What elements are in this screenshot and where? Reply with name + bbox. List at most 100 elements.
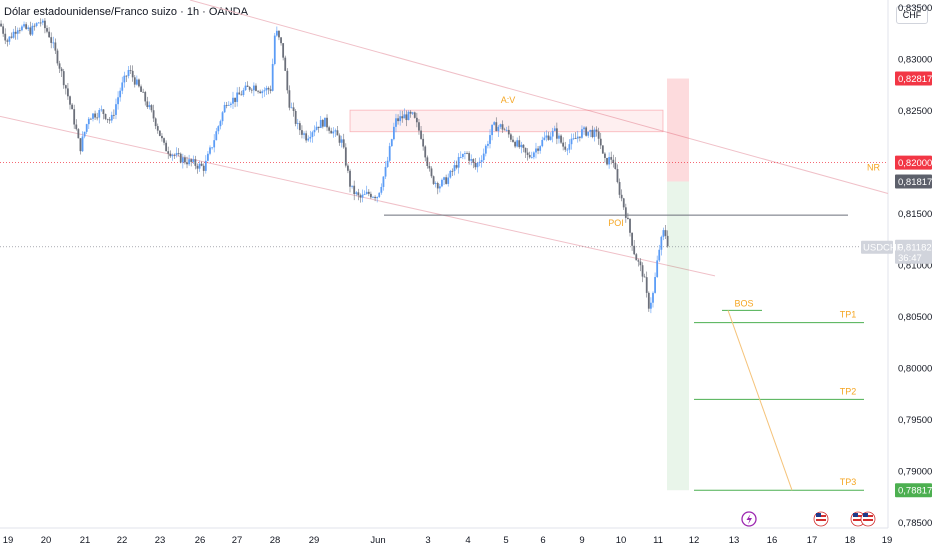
- candle-body: [543, 137, 546, 140]
- candle-body: [564, 146, 567, 150]
- candle-body: [340, 139, 343, 143]
- candle-body: [219, 121, 222, 127]
- candle-body: [303, 133, 305, 135]
- candle-body: [71, 104, 73, 110]
- nr-label: NR: [867, 163, 880, 173]
- candle-body: [142, 91, 145, 93]
- candle-body: [616, 169, 619, 183]
- candle-body: [140, 86, 142, 92]
- candle-body: [464, 153, 466, 154]
- x-tick-label: 22: [117, 535, 128, 546]
- candle-body: [311, 132, 314, 137]
- candle-body: [336, 130, 339, 136]
- candle-body: [23, 24, 25, 27]
- candle-body: [240, 94, 243, 96]
- candle-body: [211, 147, 213, 149]
- candle-body: [376, 196, 379, 199]
- candle-body: [16, 30, 19, 34]
- candle-body: [453, 165, 456, 172]
- candle-body: [468, 153, 471, 161]
- candle-body: [652, 292, 654, 303]
- candle-body: [386, 160, 389, 167]
- y-tick-label: 0,79500: [898, 415, 932, 426]
- candle-body: [578, 136, 581, 138]
- nr-badge: [895, 155, 932, 170]
- candle-body: [658, 249, 661, 261]
- candle-body: [551, 130, 554, 137]
- candle-body: [269, 89, 272, 91]
- candle-body: [192, 159, 195, 162]
- candle-body: [355, 192, 358, 195]
- candle-body: [29, 27, 32, 35]
- candle-body: [614, 162, 617, 170]
- candle-body: [635, 254, 638, 261]
- candle-body: [106, 118, 109, 120]
- candle-body: [629, 219, 631, 233]
- candle-body: [457, 157, 460, 168]
- candle-body: [449, 170, 452, 178]
- candle-body: [518, 140, 521, 148]
- nr-badge-text: 0,82000: [898, 158, 932, 169]
- candle-body: [631, 232, 633, 246]
- candle-body: [445, 177, 448, 184]
- candle-body: [282, 43, 285, 58]
- tp3-badge-text: 0,78817: [898, 486, 932, 497]
- candle-body: [503, 129, 506, 131]
- candle-body: [213, 140, 216, 148]
- candle-body: [367, 191, 370, 194]
- candle-body: [246, 85, 249, 87]
- candle-body: [161, 135, 163, 139]
- candle-body: [33, 25, 36, 27]
- candle-body: [497, 126, 500, 132]
- candle-body: [202, 165, 205, 171]
- candle-body: [537, 148, 539, 151]
- candle-body: [489, 135, 491, 144]
- candle-body: [545, 135, 548, 138]
- candle-body: [265, 87, 268, 91]
- candle-body: [169, 153, 172, 157]
- candle-body: [585, 127, 588, 136]
- candle-body: [401, 116, 404, 119]
- flag-stripe: [816, 519, 826, 521]
- candle-body: [321, 119, 324, 127]
- lower-trendline: [0, 115, 716, 277]
- candle-body: [73, 109, 76, 125]
- candle-body: [405, 114, 408, 121]
- candle-body: [574, 138, 577, 140]
- y-tick-label: 0,79000: [898, 466, 932, 477]
- candle-body: [236, 92, 239, 102]
- candle-body: [470, 159, 473, 161]
- tp2-label: TP2: [840, 386, 857, 396]
- candle-body: [434, 183, 437, 184]
- candle-body: [96, 117, 99, 119]
- candle-body: [357, 192, 360, 196]
- currency-button[interactable]: CHF: [896, 6, 928, 24]
- flag-canton: [853, 513, 858, 517]
- candle-body: [392, 126, 395, 140]
- y-tick-label: 0,83500: [898, 3, 932, 14]
- y-tick-label: 0,81000: [898, 261, 932, 272]
- upper-stop-badge: [895, 71, 932, 86]
- candle-body: [618, 182, 621, 195]
- x-tick-label: 12: [689, 535, 700, 546]
- candle-body: [305, 133, 308, 141]
- candle-body: [56, 50, 59, 64]
- candle-body: [547, 135, 550, 140]
- flag-canton: [816, 513, 821, 517]
- candle-body: [31, 25, 34, 35]
- candle-body: [204, 160, 207, 171]
- candle-body: [129, 70, 132, 71]
- candle-body: [275, 30, 278, 36]
- candle-body: [100, 109, 103, 111]
- candle-body: [422, 138, 425, 147]
- candle-body: [294, 110, 297, 124]
- candle-body: [146, 101, 149, 108]
- candle-body: [570, 138, 573, 145]
- candle-body: [338, 135, 341, 143]
- candle-body: [447, 177, 450, 184]
- candle-body: [443, 177, 445, 180]
- x-tick-label: 3: [425, 535, 430, 546]
- candle-body: [359, 195, 362, 198]
- candle-body: [221, 112, 224, 122]
